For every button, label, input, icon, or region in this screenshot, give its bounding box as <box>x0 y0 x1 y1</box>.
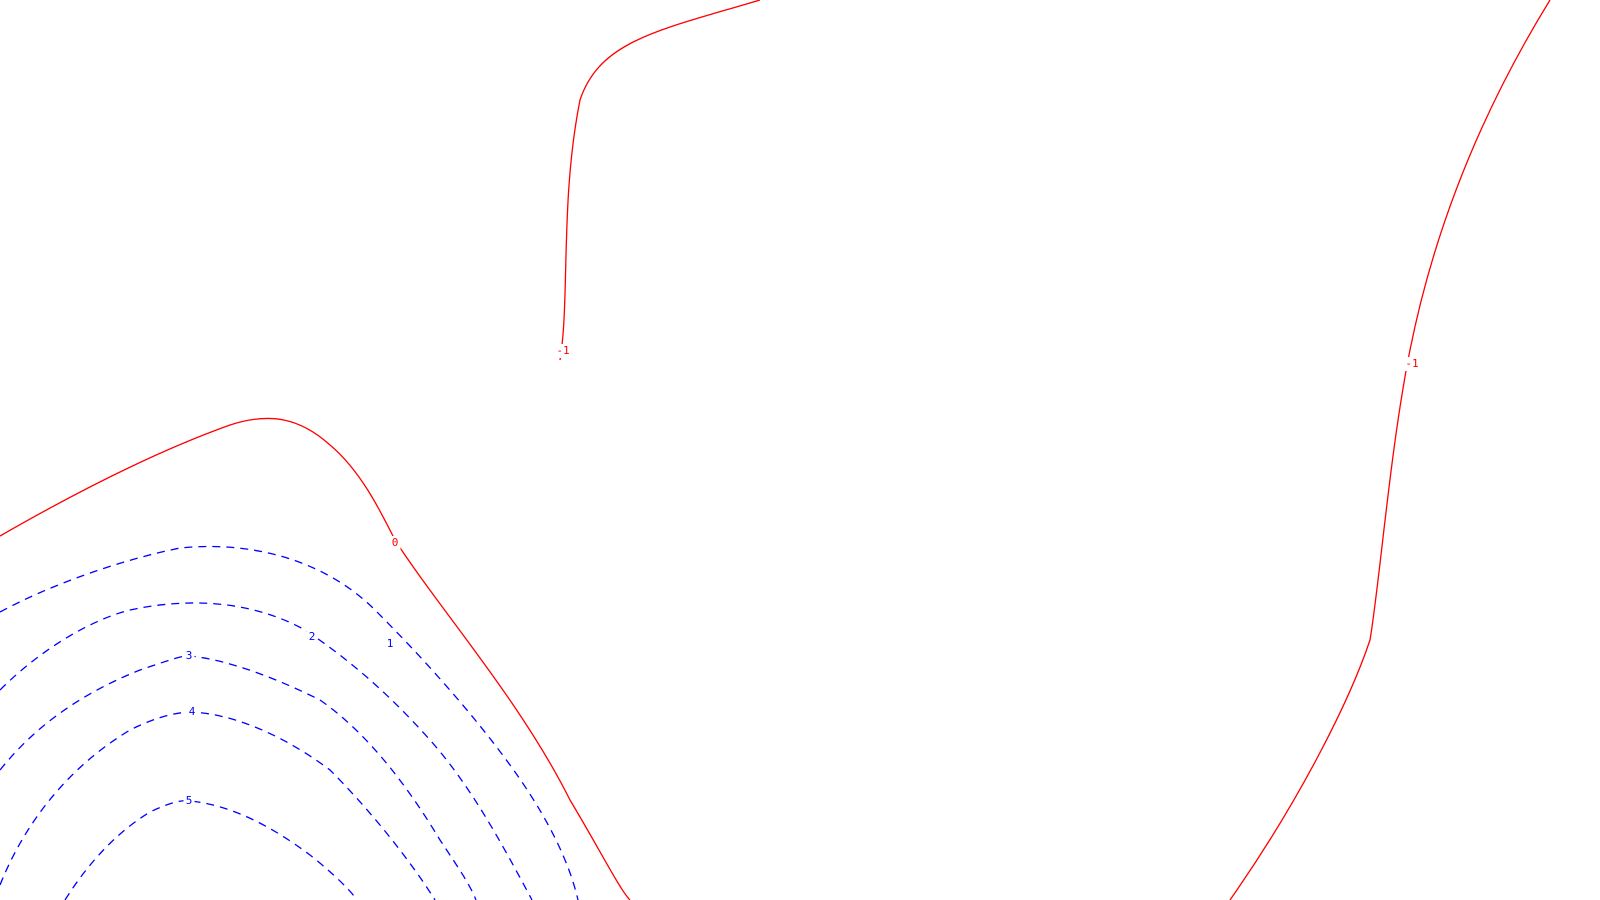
contour-label-0: 0 <box>392 536 399 549</box>
contour-line--1 <box>1229 0 1551 900</box>
contour-label-background <box>186 705 198 719</box>
contour-label-3: 3 <box>186 649 193 662</box>
contour-label-4: 4 <box>189 705 196 718</box>
contour-labels: -1 -1 0 1 2 3 4 5 <box>183 344 1421 808</box>
contour-label-background <box>554 344 572 358</box>
contour-line-2 <box>0 602 533 900</box>
contour-label--1: -1 <box>1405 357 1418 370</box>
contour-label-1: 1 <box>387 637 394 650</box>
contour-line-0 <box>0 417 631 900</box>
contour-line-3 <box>0 655 477 900</box>
contour-label--1: -1 <box>556 344 569 357</box>
contour-line--1 <box>559 0 761 361</box>
contour-label-background <box>183 794 195 808</box>
contour-label-2: 2 <box>309 630 316 643</box>
contour-label-background <box>306 630 318 644</box>
contour-label-background <box>389 536 401 550</box>
contour-label-5: 5 <box>186 794 193 807</box>
contour-label-background <box>183 649 195 663</box>
contour-label-background <box>384 637 396 651</box>
contour-label-background <box>1403 357 1421 371</box>
